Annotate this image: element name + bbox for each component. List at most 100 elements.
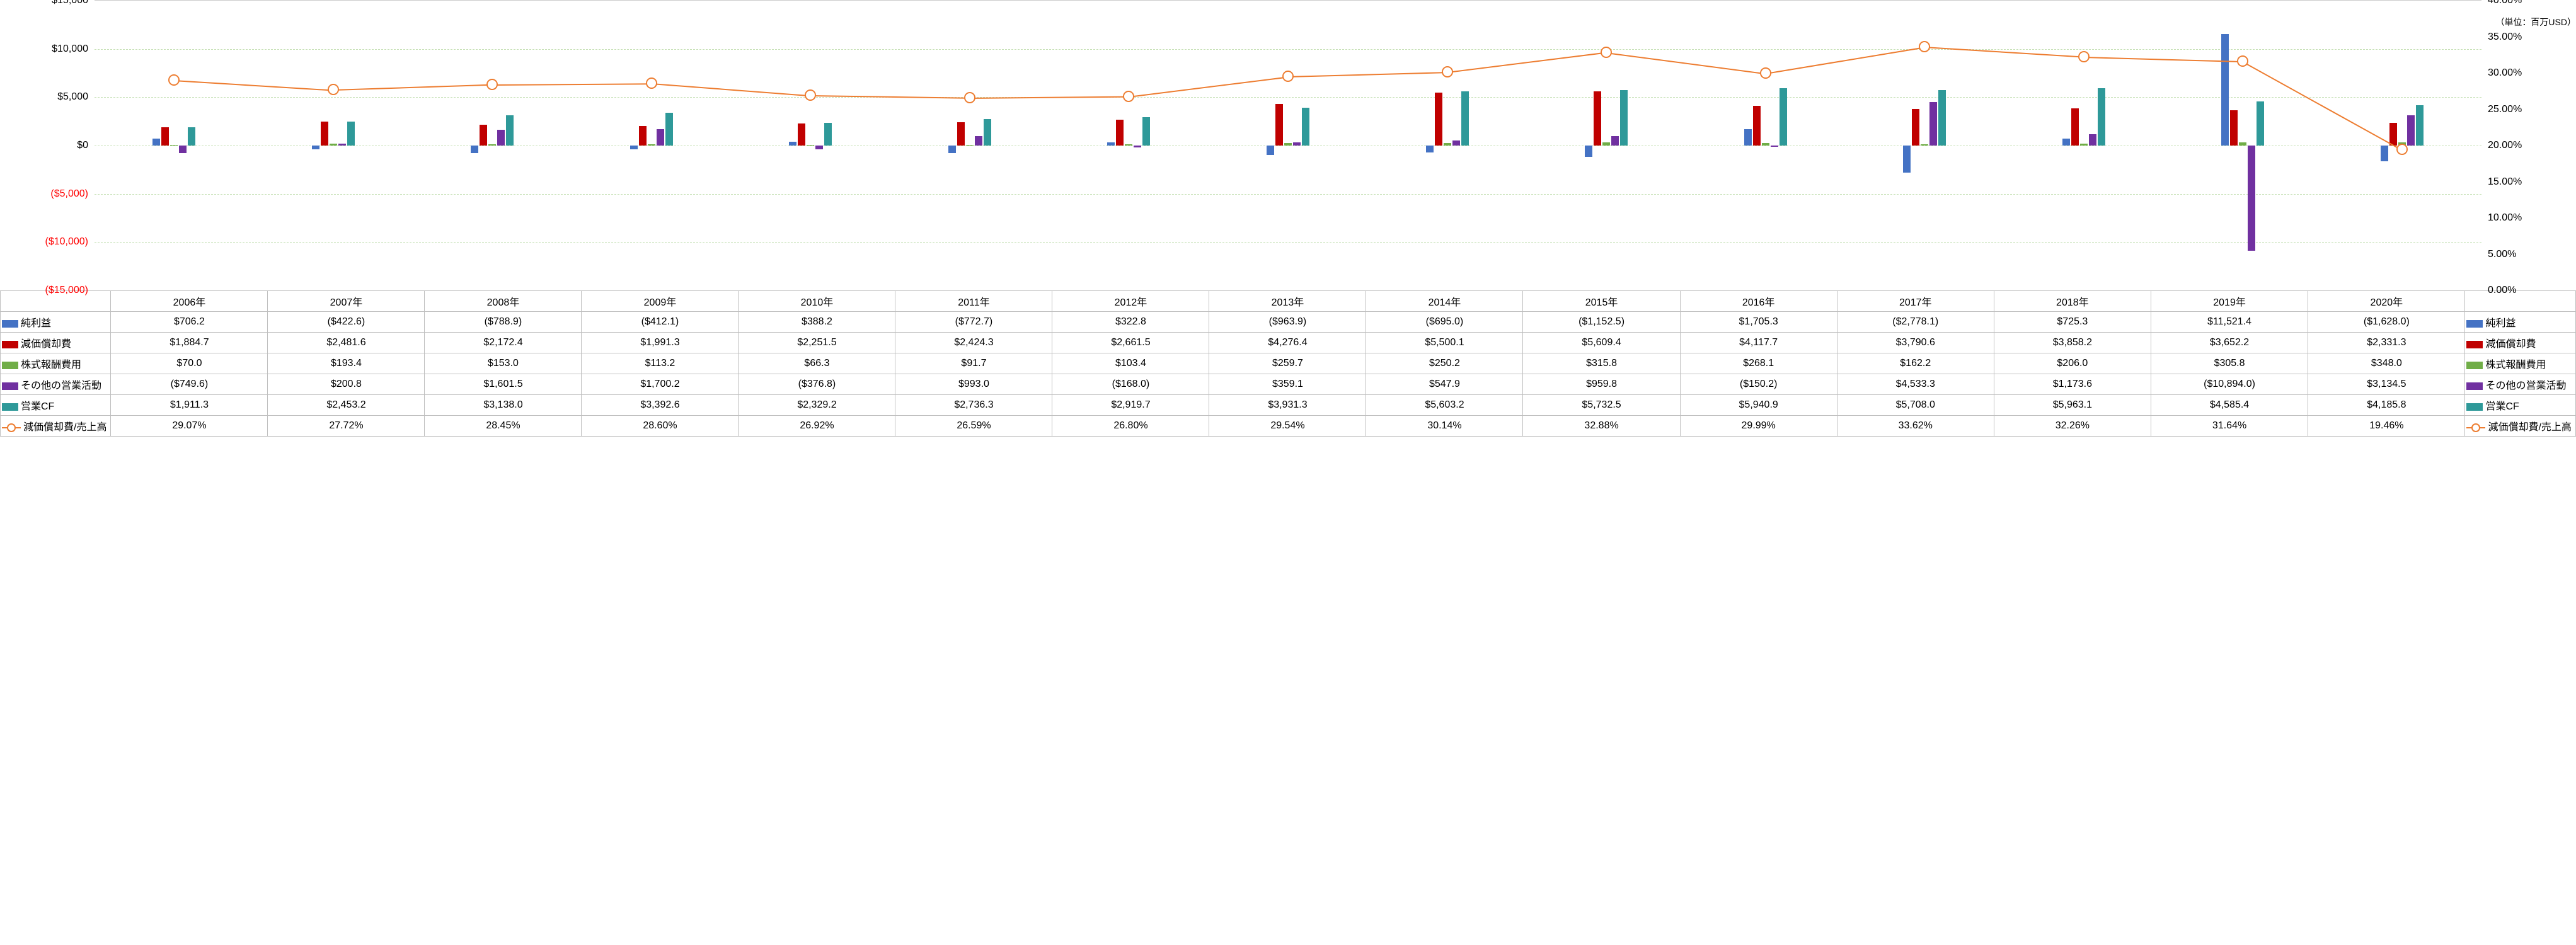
bar-other bbox=[1611, 136, 1619, 146]
data-cell: ($1,628.0) bbox=[2308, 312, 2465, 333]
line-point bbox=[2078, 51, 2090, 62]
data-cell: $2,251.5 bbox=[739, 333, 895, 353]
data-cell: $66.3 bbox=[739, 353, 895, 374]
bar-other bbox=[1771, 146, 1778, 147]
data-cell: $206.0 bbox=[1994, 353, 2151, 374]
y-left-tick: $10,000 bbox=[44, 43, 88, 55]
line-seg bbox=[2084, 57, 2243, 62]
data-cell: 32.88% bbox=[1523, 416, 1680, 437]
row-net_income: 純利益$706.2($422.6)($788.9)($412.1)$388.2(… bbox=[1, 312, 2576, 333]
year-cell: 2018年 bbox=[1994, 291, 2151, 312]
y-right-tick: 0.00% bbox=[2488, 285, 2532, 296]
data-cell: $1,601.5 bbox=[425, 374, 582, 395]
row-header: 減価償却費 bbox=[1, 333, 111, 353]
data-cell: $1,700.2 bbox=[582, 374, 739, 395]
bar-op_cf bbox=[984, 119, 991, 146]
bar-stock_comp bbox=[330, 144, 337, 146]
data-cell: 31.64% bbox=[2151, 416, 2308, 437]
year-row: 2006年2007年2008年2009年2010年2011年2012年2013年… bbox=[1, 291, 2576, 312]
data-cell: ($10,894.0) bbox=[2151, 374, 2308, 395]
data-cell: $3,931.3 bbox=[1209, 395, 1366, 416]
legend-right: 純利益 bbox=[2465, 312, 2576, 333]
data-cell: ($422.6) bbox=[268, 312, 425, 333]
bar-op_cf bbox=[1142, 117, 1150, 146]
bar-net_income bbox=[1426, 146, 1434, 152]
bar-net_income bbox=[2381, 146, 2388, 161]
data-cell: $315.8 bbox=[1523, 353, 1680, 374]
data-cell: $547.9 bbox=[1366, 374, 1523, 395]
data-cell: 30.14% bbox=[1366, 416, 1523, 437]
data-cell: 26.80% bbox=[1052, 416, 1209, 437]
bar-depreciation bbox=[321, 122, 328, 146]
row-header: その他の営業活動 bbox=[1, 374, 111, 395]
line-seg bbox=[1606, 52, 1766, 74]
row-header: 営業CF bbox=[1, 395, 111, 416]
data-cell: $5,500.1 bbox=[1366, 333, 1523, 353]
data-cell: $91.7 bbox=[895, 353, 1052, 374]
year-cell: 2013年 bbox=[1209, 291, 1366, 312]
bar-net_income bbox=[2062, 139, 2070, 146]
data-cell: $2,331.3 bbox=[2308, 333, 2465, 353]
data-cell: $11,521.4 bbox=[2151, 312, 2308, 333]
y-left-tick: $15,000 bbox=[44, 0, 88, 6]
data-cell: $1,911.3 bbox=[111, 395, 268, 416]
data-cell: $5,940.9 bbox=[1680, 395, 1837, 416]
year-cell: 2009年 bbox=[582, 291, 739, 312]
bar-net_income bbox=[789, 142, 796, 146]
bar-op_cf bbox=[1302, 108, 1309, 146]
data-cell: ($412.1) bbox=[582, 312, 739, 333]
bar-stock_comp bbox=[2239, 142, 2246, 146]
legend-right: その他の営業活動 bbox=[2465, 374, 2576, 395]
data-cell: $2,329.2 bbox=[739, 395, 895, 416]
bar-op_cf bbox=[824, 123, 832, 146]
data-cell: 26.92% bbox=[739, 416, 895, 437]
bar-depreciation bbox=[639, 126, 647, 146]
bar-stock_comp bbox=[966, 145, 974, 146]
data-cell: $3,138.0 bbox=[425, 395, 582, 416]
data-cell: 28.60% bbox=[582, 416, 739, 437]
data-cell: $3,652.2 bbox=[2151, 333, 2308, 353]
data-cell: ($963.9) bbox=[1209, 312, 1366, 333]
bar-other bbox=[1134, 146, 1141, 147]
data-cell: ($168.0) bbox=[1052, 374, 1209, 395]
data-cell: $2,172.4 bbox=[425, 333, 582, 353]
bar-op_cf bbox=[347, 122, 355, 146]
line-seg bbox=[1447, 52, 1607, 73]
data-cell: $3,134.5 bbox=[2308, 374, 2465, 395]
data-cell: $200.8 bbox=[268, 374, 425, 395]
data-cell: $5,963.1 bbox=[1994, 395, 2151, 416]
data-cell: $2,919.7 bbox=[1052, 395, 1209, 416]
data-cell: $359.1 bbox=[1209, 374, 1366, 395]
y-left-tick: ($15,000) bbox=[44, 285, 88, 296]
data-cell: $268.1 bbox=[1680, 353, 1837, 374]
bar-op_cf bbox=[665, 113, 673, 146]
bar-net_income bbox=[312, 146, 319, 149]
year-cell: 2007年 bbox=[268, 291, 425, 312]
bar-op_cf bbox=[506, 115, 514, 146]
row-other: その他の営業活動($749.6)$200.8$1,601.5$1,700.2($… bbox=[1, 374, 2576, 395]
row-header: .sw-line::after{border-color:#ed7d31}減価償… bbox=[1, 416, 111, 437]
data-cell: 19.46% bbox=[2308, 416, 2465, 437]
year-cell: 2008年 bbox=[425, 291, 582, 312]
bar-other bbox=[2248, 146, 2255, 251]
bar-depreciation bbox=[1594, 91, 1601, 146]
row-header: 純利益 bbox=[1, 312, 111, 333]
data-cell: $113.2 bbox=[582, 353, 739, 374]
bar-net_income bbox=[948, 146, 956, 153]
data-cell: $5,609.4 bbox=[1523, 333, 1680, 353]
bar-op_cf bbox=[188, 127, 195, 146]
bar-other bbox=[1452, 140, 1460, 146]
data-cell: 26.59% bbox=[895, 416, 1052, 437]
bar-other bbox=[1293, 142, 1301, 146]
data-cell: $103.4 bbox=[1052, 353, 1209, 374]
line-point bbox=[646, 77, 657, 89]
bar-other bbox=[2089, 134, 2096, 146]
data-cell: $348.0 bbox=[2308, 353, 2465, 374]
data-cell: $4,533.3 bbox=[1837, 374, 1994, 395]
bar-op_cf bbox=[1620, 90, 1628, 146]
line-point bbox=[486, 79, 498, 90]
data-cell: $993.0 bbox=[895, 374, 1052, 395]
bar-stock_comp bbox=[1125, 144, 1132, 146]
row-header: 株式報酬費用 bbox=[1, 353, 111, 374]
data-table: 2006年2007年2008年2009年2010年2011年2012年2013年… bbox=[0, 290, 2576, 437]
